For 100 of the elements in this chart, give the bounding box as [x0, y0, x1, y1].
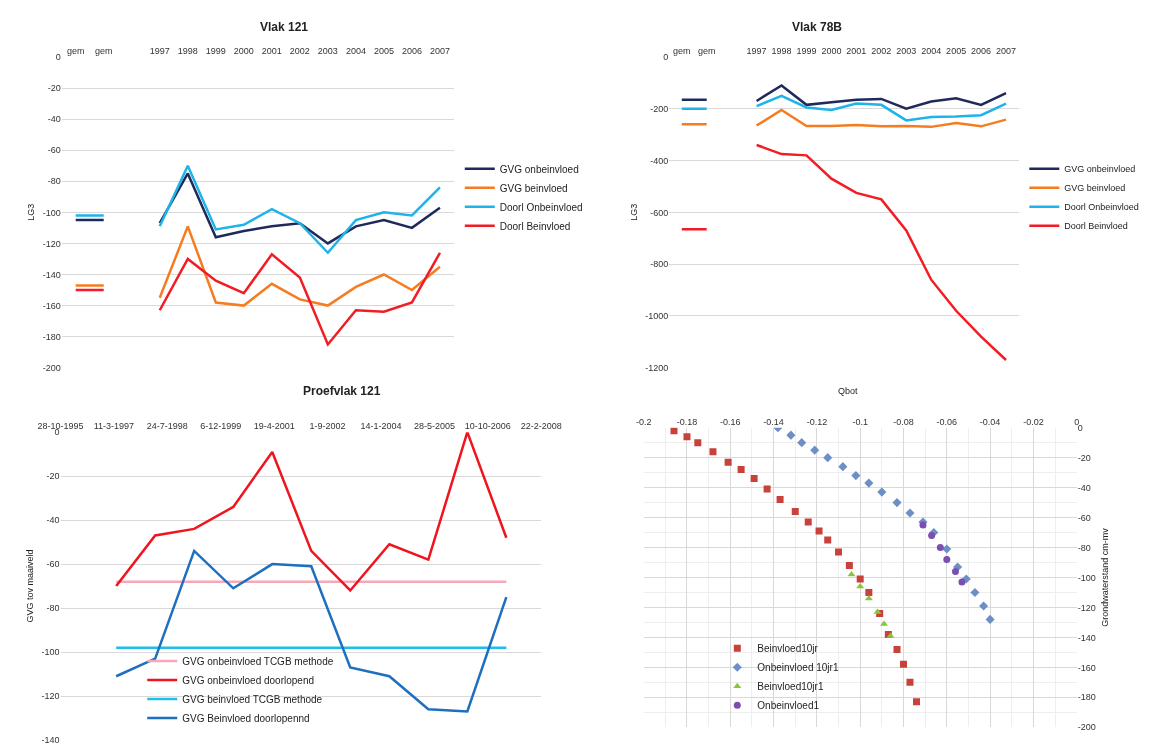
legend-label: Doorl Beinvloed [1064, 221, 1128, 232]
y-tick-label: -140 [1077, 632, 1096, 643]
line-series [114, 432, 508, 592]
y-tick-label: -80 [1077, 542, 1091, 553]
point [750, 475, 758, 483]
y-tick-label: -80 [46, 603, 60, 614]
y-tick-label: -60 [1077, 512, 1091, 523]
point [791, 508, 799, 516]
x-tick-label: -0.02 [1023, 416, 1044, 427]
legend-label: GVG onbeinvloed TCGB methode [182, 655, 334, 667]
y-tick-label: -140 [42, 269, 61, 280]
x-tick-label: 2001 [261, 46, 282, 57]
point [804, 518, 812, 526]
legend-label: GVG onbeinvloed [1064, 164, 1136, 175]
x-tick-label: gem [94, 46, 113, 57]
point [856, 575, 864, 583]
x-tick-label: 2007 [429, 46, 450, 57]
legend-label: Beinvloed10jr1 [757, 681, 824, 693]
chart-title: Proefvlak 121 [303, 384, 381, 398]
point [824, 536, 832, 544]
x-tick-label: -0.04 [979, 416, 1001, 427]
y-tick-label: -100 [42, 207, 61, 218]
point [797, 438, 807, 448]
x-tick-label: 1998 [771, 46, 792, 57]
y-axis-title: GVG tov maaiveld [24, 549, 35, 623]
y-tick-label: -180 [1077, 692, 1096, 703]
x-tick-label: 2002 [289, 46, 310, 57]
y-tick-label: -60 [46, 559, 60, 570]
point [835, 548, 843, 556]
point [892, 498, 902, 508]
point [985, 614, 995, 624]
y-tick-label: -40 [47, 114, 61, 125]
point [970, 587, 980, 598]
chart-title: Vlak 121 [260, 20, 309, 34]
point [951, 567, 959, 575]
x-tick-label: -0.2 [635, 416, 652, 427]
point [864, 594, 873, 601]
point [865, 588, 873, 596]
legend-label: Doorl Onbeinvloed [499, 201, 583, 213]
x-tick-label: 14-1-2004 [360, 421, 402, 432]
point [893, 645, 901, 653]
point [776, 496, 784, 504]
y-axis-title: LG3 [628, 203, 639, 221]
x-tick-label: 1997 [149, 46, 170, 57]
x-tick-label: 1-9-2002 [309, 421, 346, 432]
point [724, 458, 732, 466]
y-tick-label: -60 [47, 145, 61, 156]
point [810, 445, 820, 455]
x-tick-label: 1997 [746, 46, 767, 57]
x-tick-label: 2005 [946, 46, 967, 57]
y-tick-label: -180 [42, 331, 61, 342]
point [763, 485, 771, 493]
point [845, 562, 853, 569]
point [906, 678, 914, 686]
legend-label: Onbeinvloed1 [757, 700, 820, 712]
y-tick-label: -200 [1077, 722, 1096, 733]
point [877, 487, 887, 497]
x-tick-label: 19-4-2001 [253, 421, 295, 432]
point [919, 521, 927, 529]
y-tick-label: -120 [41, 691, 60, 702]
x-tick-label: gem [673, 46, 691, 57]
y-tick-label: -20 [47, 83, 61, 94]
x-tick-label: 2003 [317, 46, 338, 57]
x-tick-label: -0.12 [806, 416, 828, 427]
x-tick-label: 2004 [345, 46, 366, 57]
x-tick-label: 24-7-1998 [146, 421, 188, 432]
x-tick-label: gem [697, 46, 716, 57]
x-tick-label: 2001 [846, 46, 867, 57]
y-tick-label: -100 [1077, 572, 1096, 583]
point [737, 466, 745, 474]
point [899, 660, 907, 668]
x-tick-label: -0.16 [720, 416, 741, 427]
x-tick-label: -0.08 [893, 416, 914, 427]
y-tick-label: -800 [650, 259, 669, 270]
point [851, 471, 861, 481]
x-tick-label: -0.06 [936, 416, 958, 427]
y-axis-title: LG3 [26, 203, 37, 221]
y-tick-label: -20 [1077, 452, 1091, 463]
x-tick-label: -0.14 [763, 416, 784, 427]
x-tick-label: 1999 [796, 46, 817, 57]
x-tick-label: 22-2-2008 [520, 421, 562, 432]
x-tick-label: 2005 [373, 46, 394, 57]
x-tick-label: gem [66, 46, 85, 57]
y-tick-label: -40 [46, 515, 60, 526]
legend-label: Beinvloed10jr [757, 643, 819, 655]
x-tick-label: -0.1 [852, 416, 868, 427]
x-tick-label: 1999 [205, 46, 226, 57]
y-tick-label: -160 [1077, 662, 1096, 673]
point [823, 453, 833, 463]
y-tick-label: -100 [41, 647, 60, 658]
point [936, 544, 944, 552]
point [709, 448, 717, 456]
point [928, 532, 936, 540]
legend-label: GVG beinvloed TCGB methode [182, 693, 323, 705]
point [815, 527, 823, 535]
point [912, 698, 920, 706]
x-tick-label: 2002 [871, 46, 892, 57]
x-tick-label: 10-10-2006 [464, 421, 511, 432]
point [979, 601, 989, 611]
y-tick-label: -160 [42, 300, 61, 311]
